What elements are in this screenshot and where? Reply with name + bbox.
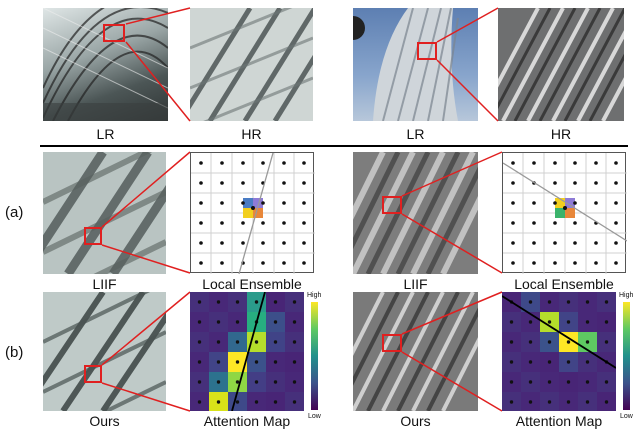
label-ours-left: Ours — [89, 413, 120, 429]
colorbar-right — [623, 302, 630, 410]
label-hr-right: HR — [550, 126, 572, 142]
colorbar-low-label: Low — [308, 413, 321, 420]
attention-map-right — [502, 292, 616, 411]
zoom-region-box — [382, 196, 402, 214]
ours-result-right — [353, 292, 478, 411]
label-lr-right: LR — [406, 126, 425, 142]
label-attention-map-right: Attention Map — [515, 413, 603, 429]
zoom-region-box — [84, 365, 102, 383]
row-label-a: (a) — [5, 204, 24, 221]
label-local-ensemble-right: Local Ensemble — [514, 276, 614, 292]
row-label-b: (b) — [5, 344, 24, 361]
label-hr-left: HR — [241, 126, 262, 142]
lr-image-tower — [353, 8, 478, 121]
colorbar-left — [311, 302, 318, 410]
lr-image-station — [43, 8, 168, 121]
liif-result-right — [353, 152, 478, 274]
colorbar-high-label: High — [307, 292, 322, 299]
ours-result-left — [43, 292, 166, 411]
colorbar-low-label: Low — [620, 413, 633, 420]
label-liif-right: LIIF — [403, 276, 428, 292]
hr-image-tower — [498, 8, 624, 121]
label-local-ensemble-left: Local Ensemble — [202, 276, 302, 292]
zoom-region-box — [84, 227, 102, 245]
colorbar-high-label: High — [619, 292, 634, 299]
liif-result-left — [43, 152, 166, 274]
label-liif-left: LIIF — [92, 276, 117, 292]
zoom-region-box — [382, 334, 402, 352]
attention-map-left — [190, 292, 304, 411]
hr-image-station — [190, 8, 313, 121]
label-lr-left: LR — [96, 126, 115, 142]
local-ensemble-grid-left — [190, 152, 315, 274]
section-divider — [40, 145, 628, 147]
zoom-region-box — [417, 42, 437, 60]
zoom-region-box — [103, 24, 125, 42]
local-ensemble-grid-right — [502, 152, 627, 274]
label-ours-right: Ours — [400, 413, 431, 429]
label-attention-map-left: Attention Map — [203, 413, 291, 429]
